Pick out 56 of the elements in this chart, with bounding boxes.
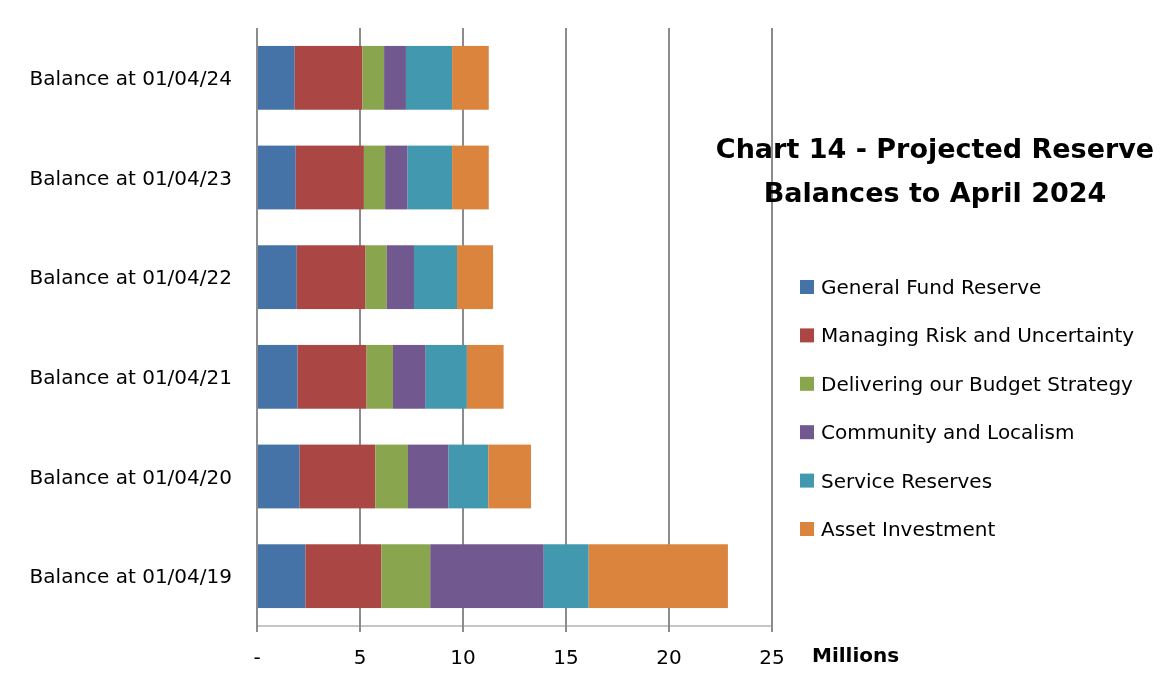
x-axis-title: Millions <box>812 643 900 667</box>
bar <box>297 344 367 409</box>
bar <box>385 145 408 210</box>
bar <box>413 245 458 310</box>
bar <box>363 145 386 210</box>
x-tick-label: 20 <box>656 645 682 669</box>
bar <box>381 544 431 609</box>
bar <box>466 344 504 409</box>
bar <box>488 444 531 509</box>
bar <box>408 444 449 509</box>
legend-label: Asset Investment <box>821 517 996 541</box>
bar <box>257 145 296 210</box>
y-tick-label: Balance at 01/04/19 <box>29 564 232 589</box>
bar <box>362 45 385 110</box>
x-tick-label: 25 <box>759 645 785 669</box>
y-tick-label: Balance at 01/04/24 <box>29 65 232 90</box>
bar <box>448 444 489 509</box>
bar <box>366 344 393 409</box>
bar <box>257 444 300 509</box>
bar <box>299 444 376 509</box>
y-tick-label: Balance at 01/04/21 <box>29 364 232 389</box>
bar <box>457 245 494 310</box>
x-tick-label: 15 <box>553 645 579 669</box>
legend-label: Community and Localism <box>821 420 1075 445</box>
legend-label: Service Reserves <box>821 468 993 493</box>
legend-label: General Fund Reserve <box>821 275 1042 299</box>
bar <box>425 344 467 409</box>
x-tick-label: 10 <box>450 645 476 669</box>
bar <box>405 45 453 110</box>
x-tick-label: - <box>253 645 261 669</box>
text: Chart 14 - Projected Reserve Balances to April 2024 <box>715 133 1155 208</box>
bar <box>392 344 426 409</box>
bar <box>588 544 728 609</box>
bar <box>386 245 414 310</box>
bar <box>430 544 544 609</box>
legend-label: Managing Risk and Uncertainty <box>821 323 1135 348</box>
bar <box>365 245 387 310</box>
y-tick-label: Balance at 01/04/22 <box>29 265 232 290</box>
bar <box>543 544 589 609</box>
bar <box>294 45 363 110</box>
y-tick-label: Balance at 01/04/23 <box>29 165 232 190</box>
bar <box>257 245 297 310</box>
bar <box>452 145 489 210</box>
bar <box>295 145 364 210</box>
bar <box>452 45 489 110</box>
bar <box>257 544 306 609</box>
bar <box>296 245 366 310</box>
bar <box>257 45 295 110</box>
legend-label: Delivering our Budget Strategy <box>821 371 1134 396</box>
x-tick-label: 5 <box>353 645 367 669</box>
bar <box>407 145 453 210</box>
bar <box>257 344 298 409</box>
bar <box>375 444 408 509</box>
bar <box>305 544 382 609</box>
bar <box>384 45 406 110</box>
y-tick-label: Balance at 01/04/20 <box>29 464 232 489</box>
